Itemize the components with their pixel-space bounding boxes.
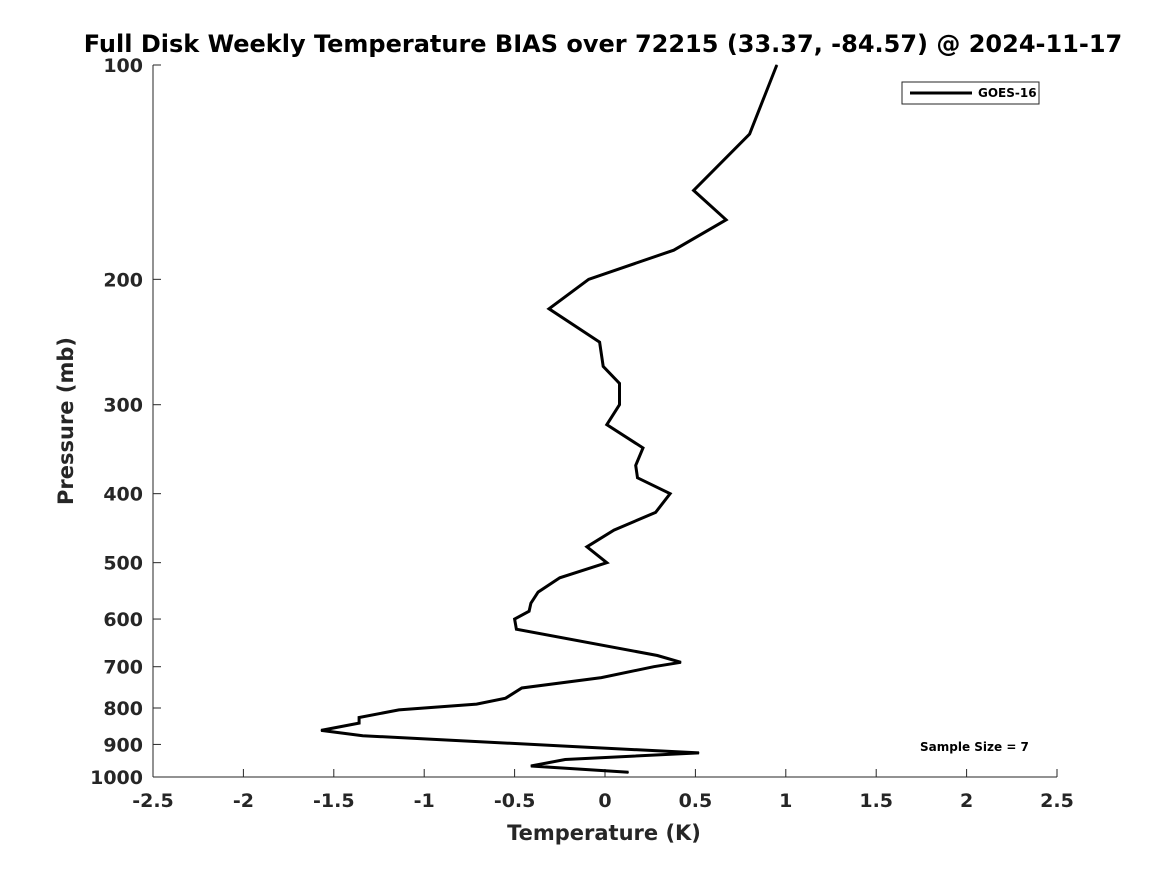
data-point	[606, 424, 608, 426]
data-point	[669, 493, 671, 495]
data-point	[637, 477, 638, 479]
x-tick-label: 2.5	[1040, 790, 1074, 812]
data-point	[698, 752, 700, 754]
data-point	[530, 602, 532, 604]
chart-title: Full Disk Weekly Temperature BIAS over 7…	[84, 30, 1123, 58]
x-tick-label: 0.5	[679, 790, 713, 812]
y-axis-label: Pressure (mb)	[54, 337, 78, 505]
data-point	[606, 562, 608, 564]
plot-area	[153, 65, 1057, 777]
y-tick-label: 400	[103, 484, 143, 506]
data-point	[655, 511, 657, 513]
data-point	[528, 610, 530, 612]
data-point	[642, 447, 644, 449]
data-point	[588, 278, 590, 280]
legend-label-goes-16: GOES-16	[978, 86, 1037, 100]
data-point	[680, 661, 682, 663]
data-point	[521, 687, 523, 689]
x-tick-label: -2	[233, 790, 254, 812]
data-point	[358, 717, 360, 718]
data-point	[599, 341, 601, 343]
x-tick-label: -2.5	[132, 790, 174, 812]
data-point	[530, 765, 532, 767]
y-tick-label: 900	[103, 734, 143, 756]
data-point	[586, 546, 588, 548]
data-point	[613, 529, 615, 531]
data-point	[628, 771, 629, 773]
x-tick-label: 1.5	[859, 790, 893, 812]
x-tick-label: 2	[960, 790, 973, 812]
data-point	[653, 666, 655, 668]
data-point	[476, 703, 478, 705]
data-point	[320, 729, 322, 731]
data-point	[673, 249, 675, 251]
data-point	[635, 464, 637, 466]
x-tick-label: -1.5	[313, 790, 355, 812]
data-point	[537, 591, 539, 593]
sample-size-annotation: Sample Size = 7	[920, 740, 1029, 754]
data-point	[693, 189, 695, 191]
y-tick-label: 600	[103, 609, 143, 631]
y-tick-label: 100	[103, 55, 143, 77]
data-point	[656, 655, 658, 656]
axes: -2.5 -2 -1.5 -1 -0.5 0 0.5 1 1.5 2 2.5 100 200 300 400…	[90, 55, 1074, 812]
series-layer	[320, 64, 779, 774]
data-point	[505, 697, 507, 699]
x-tick-label: -1	[414, 790, 435, 812]
x-tick-label: 0	[598, 790, 611, 812]
data-point	[619, 382, 620, 384]
data-point	[514, 618, 516, 620]
y-tick-label: 500	[103, 553, 143, 575]
data-point	[725, 219, 727, 221]
data-point	[564, 759, 566, 760]
data-point	[602, 365, 604, 367]
data-point	[548, 308, 550, 310]
x-axis-label: Temperature (K)	[507, 821, 701, 845]
data-point	[362, 735, 364, 737]
data-point	[749, 133, 751, 135]
x-tick-label: -0.5	[494, 790, 536, 812]
data-point	[358, 722, 360, 724]
y-tick-label: 700	[103, 657, 143, 679]
data-point	[515, 628, 517, 630]
y-tick-label: 200	[103, 269, 143, 291]
data-point	[398, 709, 400, 711]
y-tick-label: 800	[103, 698, 143, 720]
data-point	[564, 745, 566, 747]
y-tick-label: 1000	[90, 767, 143, 789]
data-point	[619, 404, 620, 406]
data-point	[776, 64, 778, 66]
data-point	[559, 577, 561, 579]
legend: GOES-16	[901, 81, 1040, 105]
y-tick-label: 300	[103, 395, 143, 417]
x-tick-label: 1	[779, 790, 792, 812]
data-point	[600, 677, 602, 679]
